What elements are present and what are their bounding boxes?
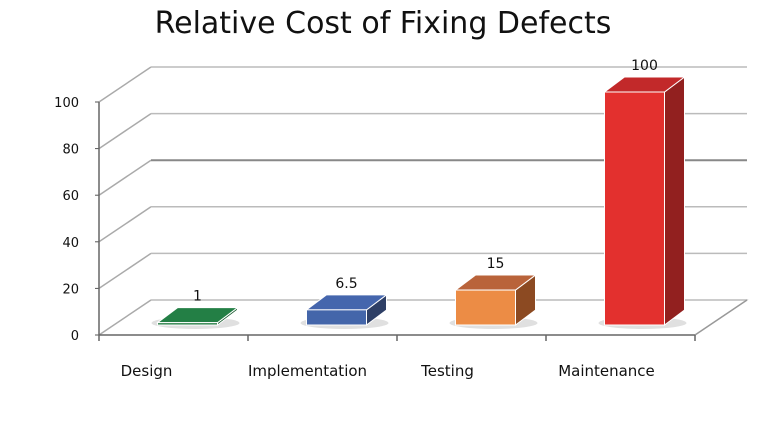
- side-gridline: [98, 206, 152, 243]
- data-label: 15: [487, 256, 505, 272]
- bar-design: [157, 322, 218, 326]
- y-tick-label: 20: [62, 282, 79, 297]
- x-tick-label: Testing: [420, 362, 474, 380]
- side-gridline: [98, 66, 152, 103]
- x-tick-label: Maintenance: [558, 362, 655, 380]
- y-tick-label: 40: [62, 236, 79, 251]
- data-label: 1: [193, 289, 202, 305]
- x-tick-label: Design: [121, 362, 173, 380]
- y-tick-label: 0: [71, 329, 79, 344]
- side-gridline: [98, 252, 152, 290]
- side-gridline: [98, 299, 152, 336]
- bar-testing: [455, 289, 516, 326]
- floor-edge: [694, 299, 748, 336]
- y-tick-label: 60: [62, 189, 79, 204]
- bar-side: [664, 76, 685, 326]
- x-tick-label: Implementation: [248, 362, 367, 380]
- y-tick-label: 100: [54, 96, 79, 111]
- bar-maintenance: [604, 91, 665, 326]
- side-gridline: [98, 159, 152, 196]
- y-tick-label: 80: [62, 143, 79, 158]
- data-label: 6.5: [335, 276, 357, 292]
- chart-title: Relative Cost of Fixing Defects: [155, 6, 612, 41]
- bar-implementation: [306, 309, 367, 326]
- side-gridline: [98, 112, 152, 150]
- data-label: 100: [631, 58, 658, 74]
